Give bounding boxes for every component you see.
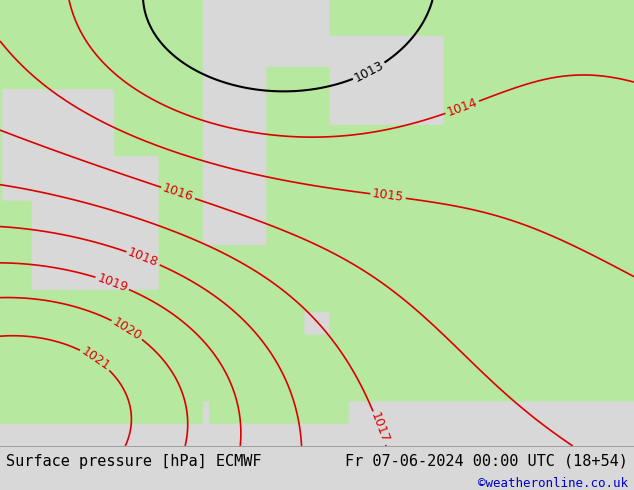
Text: 1013: 1013	[352, 58, 386, 85]
Text: 1017: 1017	[368, 411, 391, 445]
Text: 1014: 1014	[445, 96, 479, 119]
Text: 1020: 1020	[110, 316, 144, 343]
Text: 1018: 1018	[126, 246, 160, 270]
Text: 1021: 1021	[79, 345, 112, 373]
Text: ©weatheronline.co.uk: ©weatheronline.co.uk	[477, 477, 628, 490]
Text: 1016: 1016	[161, 182, 195, 204]
Text: 1019: 1019	[95, 271, 129, 294]
Text: Surface pressure [hPa] ECMWF: Surface pressure [hPa] ECMWF	[6, 454, 262, 469]
Text: 1015: 1015	[372, 188, 404, 204]
Text: Fr 07-06-2024 00:00 UTC (18+54): Fr 07-06-2024 00:00 UTC (18+54)	[345, 454, 628, 469]
